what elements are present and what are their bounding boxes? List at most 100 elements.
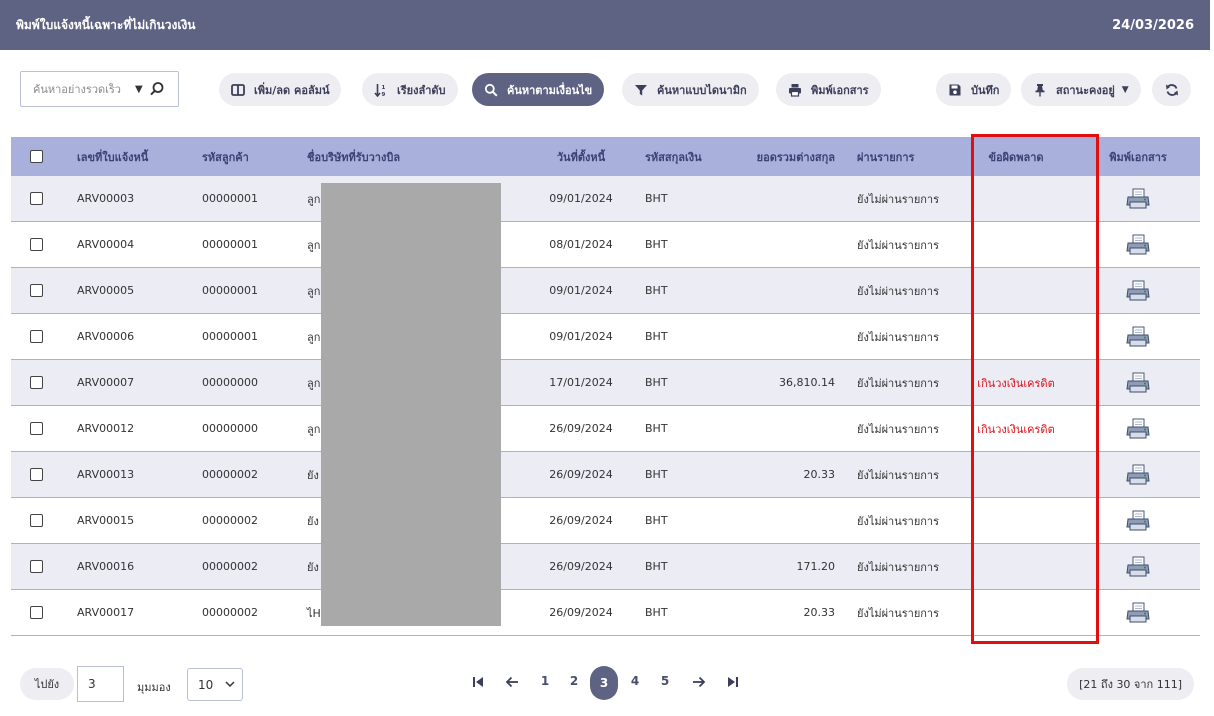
posted-status-cell: ยังไม่ผ่านรายการ: [857, 560, 940, 574]
posted-status-cell: ยังไม่ผ่านรายการ: [857, 284, 940, 298]
doc-no-cell: ARV00003: [77, 192, 135, 205]
row-checkbox[interactable]: [29, 192, 43, 205]
first-page-button[interactable]: [468, 672, 488, 692]
quick-search-input[interactable]: [33, 82, 133, 96]
posted-status-cell: ยังไม่ผ่านรายการ: [857, 330, 940, 344]
search-icon[interactable]: [149, 81, 165, 97]
header-doc-no[interactable]: เลขที่ใบแจ้งหนี้: [77, 150, 149, 164]
posted-status-cell: ยังไม่ผ่านรายการ: [857, 376, 940, 390]
dynamic-search-button[interactable]: ค้นหาแบบไดนามิก: [622, 73, 759, 106]
company-name-cell: ยัง: [307, 514, 319, 528]
refresh-button[interactable]: [1152, 73, 1191, 106]
print-cell: [1076, 464, 1200, 486]
printer-icon[interactable]: [1125, 510, 1151, 532]
printer-icon[interactable]: [1125, 602, 1151, 624]
add-remove-columns-button[interactable]: เพิ่ม/ลด คอลัมน์: [219, 73, 342, 106]
condition-search-button[interactable]: ค้นหาตามเงื่อนไข: [472, 73, 605, 106]
print-cell: [1076, 602, 1200, 624]
printer-icon[interactable]: [1125, 418, 1151, 440]
currency-cell: BHT: [645, 606, 668, 619]
goto-page-button[interactable]: ไปยัง: [20, 668, 74, 700]
table-row[interactable]: ARV00007 00000000 ลูก 17/01/2024 BHT 36,810.1…: [11, 360, 1200, 406]
record-range-info: [21 ถึง 30 จาก 111]: [1067, 668, 1194, 700]
printer-icon[interactable]: [1125, 280, 1151, 302]
page-3-button[interactable]: 3: [590, 666, 618, 700]
print-documents-button[interactable]: พิมพ์เอกสาร: [776, 73, 881, 106]
date-cell: 09/01/2024: [549, 284, 613, 297]
row-checkbox[interactable]: [29, 560, 43, 573]
print-cell: [1076, 510, 1200, 532]
table-row[interactable]: ARV00003 00000001 ลูก 09/01/2024 BHT ยังไม่ผ่…: [11, 176, 1200, 222]
row-checkbox[interactable]: [29, 238, 43, 251]
page-5-button[interactable]: 5: [660, 674, 670, 688]
printer-icon[interactable]: [1125, 372, 1151, 394]
select-all-cell: [11, 150, 61, 163]
save-icon: [949, 84, 961, 95]
table-row[interactable]: ARV00017 00000002 ไHo 26/09/2024 BHT 20.33 ยัง…: [11, 590, 1200, 636]
table-row[interactable]: ARV00005 00000001 ลูก 09/01/2024 BHT ยังไม่ผ่…: [11, 268, 1200, 314]
arrow-left-icon: [505, 676, 518, 688]
last-page-button[interactable]: [723, 672, 743, 692]
next-page-button[interactable]: [689, 672, 709, 692]
company-name-cell: ลูก: [307, 192, 321, 206]
arrow-right-icon: [693, 676, 706, 688]
columns-label: เพิ่ม/ลด คอลัมน์: [254, 83, 330, 97]
row-checkbox[interactable]: [29, 284, 43, 297]
doc-no-cell: ARV00004: [77, 238, 135, 251]
header-currency[interactable]: รหัสสกุลเงิน: [645, 150, 702, 164]
quick-search-box[interactable]: ▼: [20, 71, 179, 107]
search-icon: [484, 83, 498, 97]
table-row[interactable]: ARV00013 00000002 ยัง 26/09/2024 BHT 20.33 ยัง…: [11, 452, 1200, 498]
header-customer-code[interactable]: รหัสลูกค้า: [202, 150, 249, 164]
date-cell: 26/09/2024: [549, 606, 613, 619]
row-checkbox[interactable]: [29, 376, 43, 389]
page-size-select[interactable]: 10: [187, 668, 243, 701]
caret-down-icon[interactable]: ▼: [135, 83, 143, 95]
select-all-checkbox[interactable]: [29, 150, 43, 163]
header-due-date[interactable]: วันที่ตั้งหนี้: [556, 150, 606, 164]
print-cell: [1076, 326, 1200, 348]
printer-icon[interactable]: [1125, 326, 1151, 348]
table-row[interactable]: ARV00012 00000000 ลูก 26/09/2024 BHT ยังไม่ผ่…: [11, 406, 1200, 452]
previous-page-button[interactable]: [502, 672, 522, 692]
printer-icon[interactable]: [1125, 188, 1151, 210]
table-row[interactable]: ARV00015 00000002 ยัง 26/09/2024 BHT ยังไม่ผ่…: [11, 498, 1200, 544]
print-cell: [1076, 280, 1200, 302]
page-1-button[interactable]: 1: [540, 674, 550, 688]
error-cell: เกินวงเงินเครดิต: [977, 422, 1055, 436]
row-checkbox[interactable]: [29, 514, 43, 527]
amount-cell: 36,810.14: [779, 376, 835, 389]
header-billing-company[interactable]: ชื่อบริษัทที่รับวางบิล: [307, 150, 401, 164]
refresh-icon: [1165, 83, 1178, 96]
save-button[interactable]: บันทึก: [936, 73, 1012, 106]
customer-code-cell: 00000000: [202, 376, 258, 389]
posted-status-cell: ยังไม่ผ่านรายการ: [857, 606, 940, 620]
doc-no-cell: ARV00015: [77, 514, 135, 527]
table-row[interactable]: ARV00016 00000002 ยัง 26/09/2024 BHT 171.20 ยั…: [11, 544, 1200, 590]
row-checkbox-cell: [11, 284, 61, 297]
row-checkbox[interactable]: [29, 468, 43, 481]
row-checkbox-cell: [11, 422, 61, 435]
printer-icon[interactable]: [1125, 464, 1151, 486]
printer-icon[interactable]: [1125, 234, 1151, 256]
pin-status-dropdown[interactable]: สถานะคงอยู่ ▼: [1021, 73, 1141, 106]
header-date: 24/03/2026: [1112, 17, 1194, 33]
page-2-button[interactable]: 2: [569, 674, 579, 688]
table-row[interactable]: ARV00006 00000001 ลูก 09/01/2024 BHT ยังไม่ผ่…: [11, 314, 1200, 360]
sort-icon: 19: [374, 83, 386, 97]
row-checkbox[interactable]: [29, 330, 43, 343]
row-checkbox[interactable]: [29, 606, 43, 619]
header-foreign-total[interactable]: ยอดรวมต่างสกุล: [756, 150, 835, 164]
currency-cell: BHT: [645, 192, 668, 205]
sort-label: เรียงลำดับ: [397, 83, 446, 97]
row-checkbox[interactable]: [29, 422, 43, 435]
header-posted[interactable]: ผ่านรายการ: [857, 150, 915, 164]
page-number-input[interactable]: 3: [77, 666, 124, 702]
header-print[interactable]: พิมพ์เอกสาร: [1109, 150, 1167, 164]
table-row[interactable]: ARV00004 00000001 ลูก 08/01/2024 BHT ยังไม่ผ่…: [11, 222, 1200, 268]
page-4-button[interactable]: 4: [630, 674, 640, 688]
printer-icon[interactable]: [1125, 556, 1151, 578]
header-error[interactable]: ข้อผิดพลาด: [988, 150, 1044, 164]
posted-status-cell: ยังไม่ผ่านรายการ: [857, 468, 940, 482]
